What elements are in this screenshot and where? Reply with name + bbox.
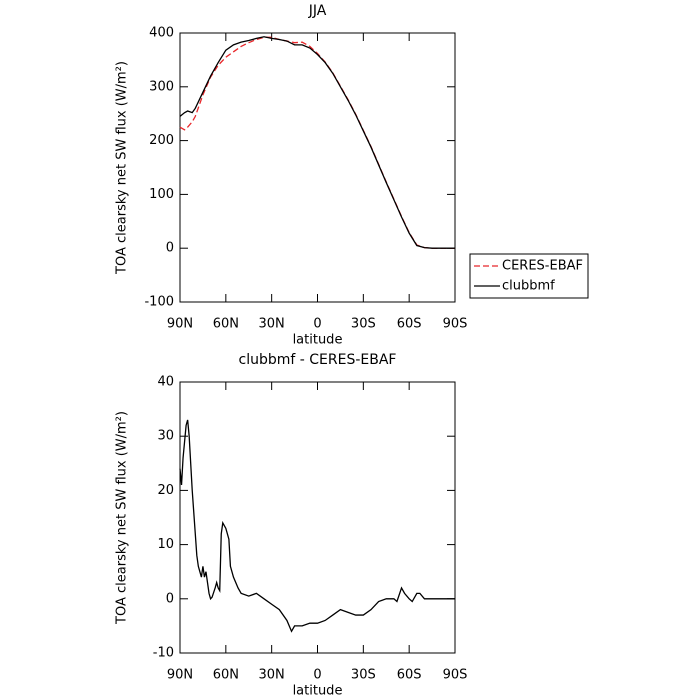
data-line (179, 36, 455, 249)
legend-label: clubbmf (502, 279, 555, 294)
data-line (179, 36, 455, 249)
y-tick-label: 0 (166, 241, 174, 256)
y-tick-label: 300 (149, 79, 174, 94)
x-tick-label: 60N (213, 317, 239, 332)
y-tick-label: 40 (157, 375, 174, 390)
y-tick-label: 0 (166, 591, 174, 606)
y-tick-label: 100 (149, 187, 174, 202)
x-tick-label: 60S (397, 317, 422, 332)
x-tick-label: 0 (313, 668, 321, 683)
x-tick-label: 90N (167, 317, 193, 332)
y-axis-label: TOA clearsky net SW flux (W/m²) (115, 61, 130, 275)
plot-frame (179, 381, 456, 654)
plot-frame (179, 32, 456, 303)
y-tick-label: 400 (149, 26, 174, 41)
x-tick-label: 0 (313, 317, 321, 332)
y-tick-label: 30 (157, 429, 174, 444)
x-tick-label: 90S (443, 317, 468, 332)
x-tick-label: 30N (259, 668, 285, 683)
x-tick-label: 90N (167, 668, 193, 683)
legend-label: CERES-EBAF (502, 259, 583, 274)
x-tick-label: 90S (443, 668, 468, 683)
data-line (179, 419, 455, 633)
x-tick-label: 60N (213, 668, 239, 683)
chart-title: JJA (308, 3, 327, 19)
x-tick-label: 30S (351, 668, 376, 683)
x-axis-label: latitude (293, 333, 343, 348)
y-tick-label: -100 (144, 295, 174, 310)
y-tick-label: 200 (149, 133, 174, 148)
x-tick-label: 30S (351, 317, 376, 332)
y-tick-label: 10 (157, 537, 174, 552)
chart-title: clubbmf - CERES-EBAF (239, 352, 397, 368)
y-axis-label: TOA clearsky net SW flux (W/m²) (115, 411, 130, 625)
legend-box (469, 253, 589, 299)
y-tick-label: -10 (153, 646, 174, 661)
y-tick-label: 20 (157, 483, 174, 498)
x-tick-label: 30N (259, 317, 285, 332)
x-tick-label: 60S (397, 668, 422, 683)
x-axis-label: latitude (293, 684, 343, 699)
